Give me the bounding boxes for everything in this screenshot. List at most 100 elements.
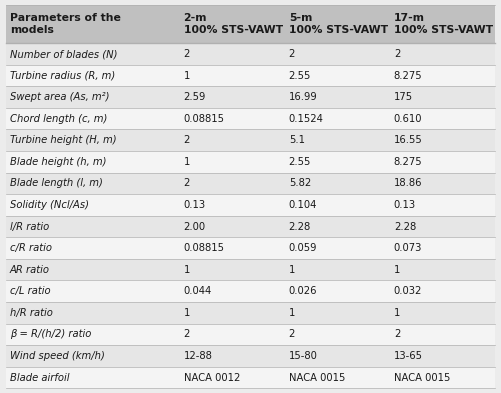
- Bar: [179, 5, 285, 43]
- Bar: [6, 5, 179, 43]
- Bar: [6, 173, 179, 194]
- Bar: [179, 216, 285, 237]
- Text: 2: 2: [183, 178, 190, 188]
- Text: 175: 175: [394, 92, 413, 102]
- Bar: [285, 151, 390, 173]
- Text: 1: 1: [183, 71, 190, 81]
- Text: 0.032: 0.032: [394, 286, 422, 296]
- Bar: [285, 345, 390, 367]
- Bar: [390, 367, 495, 388]
- Text: l/R ratio: l/R ratio: [10, 222, 49, 231]
- Bar: [285, 194, 390, 216]
- Text: c/L ratio: c/L ratio: [10, 286, 51, 296]
- Text: 5.1: 5.1: [289, 135, 305, 145]
- Text: 0.08815: 0.08815: [183, 114, 224, 124]
- Text: 16.55: 16.55: [394, 135, 423, 145]
- Bar: [285, 86, 390, 108]
- Text: 0.073: 0.073: [394, 243, 422, 253]
- Text: c/R ratio: c/R ratio: [10, 243, 52, 253]
- Text: Blade height (h, m): Blade height (h, m): [10, 157, 107, 167]
- Text: 12-88: 12-88: [183, 351, 212, 361]
- Text: Blade airfoil: Blade airfoil: [10, 373, 70, 382]
- Bar: [390, 173, 495, 194]
- Text: 0.1524: 0.1524: [289, 114, 324, 124]
- Bar: [179, 281, 285, 302]
- Bar: [390, 86, 495, 108]
- Text: NACA 0015: NACA 0015: [394, 373, 450, 382]
- Bar: [179, 129, 285, 151]
- Bar: [390, 194, 495, 216]
- Text: 2: 2: [183, 135, 190, 145]
- Bar: [390, 281, 495, 302]
- Text: 2.59: 2.59: [183, 92, 206, 102]
- Text: 0.059: 0.059: [289, 243, 317, 253]
- Bar: [390, 65, 495, 86]
- Bar: [285, 281, 390, 302]
- Bar: [285, 173, 390, 194]
- Text: 0.13: 0.13: [394, 200, 416, 210]
- Bar: [6, 323, 179, 345]
- Text: Parameters of the
models: Parameters of the models: [10, 13, 121, 35]
- Text: 8.275: 8.275: [394, 71, 422, 81]
- Bar: [179, 323, 285, 345]
- Bar: [390, 323, 495, 345]
- Text: 17-m
100% STS-VAWT: 17-m 100% STS-VAWT: [394, 13, 493, 35]
- Text: 2: 2: [289, 329, 295, 340]
- Text: 2.55: 2.55: [289, 157, 311, 167]
- Bar: [390, 108, 495, 129]
- Bar: [390, 302, 495, 323]
- Bar: [6, 43, 179, 65]
- Bar: [390, 151, 495, 173]
- Text: Number of blades (N): Number of blades (N): [10, 49, 118, 59]
- Text: 1: 1: [394, 264, 400, 275]
- Bar: [6, 367, 179, 388]
- Text: Blade length (l, m): Blade length (l, m): [10, 178, 103, 188]
- Text: 0.104: 0.104: [289, 200, 317, 210]
- Bar: [390, 216, 495, 237]
- Text: 2: 2: [289, 49, 295, 59]
- Bar: [179, 237, 285, 259]
- Text: 1: 1: [394, 308, 400, 318]
- Text: 15-80: 15-80: [289, 351, 318, 361]
- Text: 2.55: 2.55: [289, 71, 311, 81]
- Text: Chord length (c, m): Chord length (c, m): [10, 114, 107, 124]
- Bar: [6, 302, 179, 323]
- Text: 0.026: 0.026: [289, 286, 317, 296]
- Bar: [285, 302, 390, 323]
- Text: 8.275: 8.275: [394, 157, 422, 167]
- Bar: [6, 237, 179, 259]
- Text: 1: 1: [289, 264, 295, 275]
- Text: 5.82: 5.82: [289, 178, 311, 188]
- Text: 2-m
100% STS-VAWT: 2-m 100% STS-VAWT: [183, 13, 283, 35]
- Bar: [179, 86, 285, 108]
- Text: 1: 1: [183, 264, 190, 275]
- Text: 2: 2: [394, 329, 400, 340]
- Text: 16.99: 16.99: [289, 92, 318, 102]
- Text: β = R/(h/2) ratio: β = R/(h/2) ratio: [10, 329, 91, 340]
- Bar: [285, 129, 390, 151]
- Bar: [179, 194, 285, 216]
- Bar: [285, 65, 390, 86]
- Bar: [6, 129, 179, 151]
- Text: Swept area (As, m²): Swept area (As, m²): [10, 92, 110, 102]
- Bar: [179, 302, 285, 323]
- Bar: [285, 43, 390, 65]
- Text: Turbine radius (R, m): Turbine radius (R, m): [10, 71, 115, 81]
- Text: AR ratio: AR ratio: [10, 264, 50, 275]
- Bar: [390, 43, 495, 65]
- Bar: [285, 259, 390, 281]
- Bar: [390, 5, 495, 43]
- Bar: [179, 108, 285, 129]
- Bar: [6, 86, 179, 108]
- Text: 1: 1: [183, 308, 190, 318]
- Bar: [390, 237, 495, 259]
- Bar: [179, 43, 285, 65]
- Text: 2.28: 2.28: [289, 222, 311, 231]
- Bar: [6, 108, 179, 129]
- Bar: [285, 5, 390, 43]
- Text: 1: 1: [289, 308, 295, 318]
- Bar: [179, 173, 285, 194]
- Bar: [6, 259, 179, 281]
- Text: Solidity (Ncl/As): Solidity (Ncl/As): [10, 200, 89, 210]
- Text: Turbine height (H, m): Turbine height (H, m): [10, 135, 117, 145]
